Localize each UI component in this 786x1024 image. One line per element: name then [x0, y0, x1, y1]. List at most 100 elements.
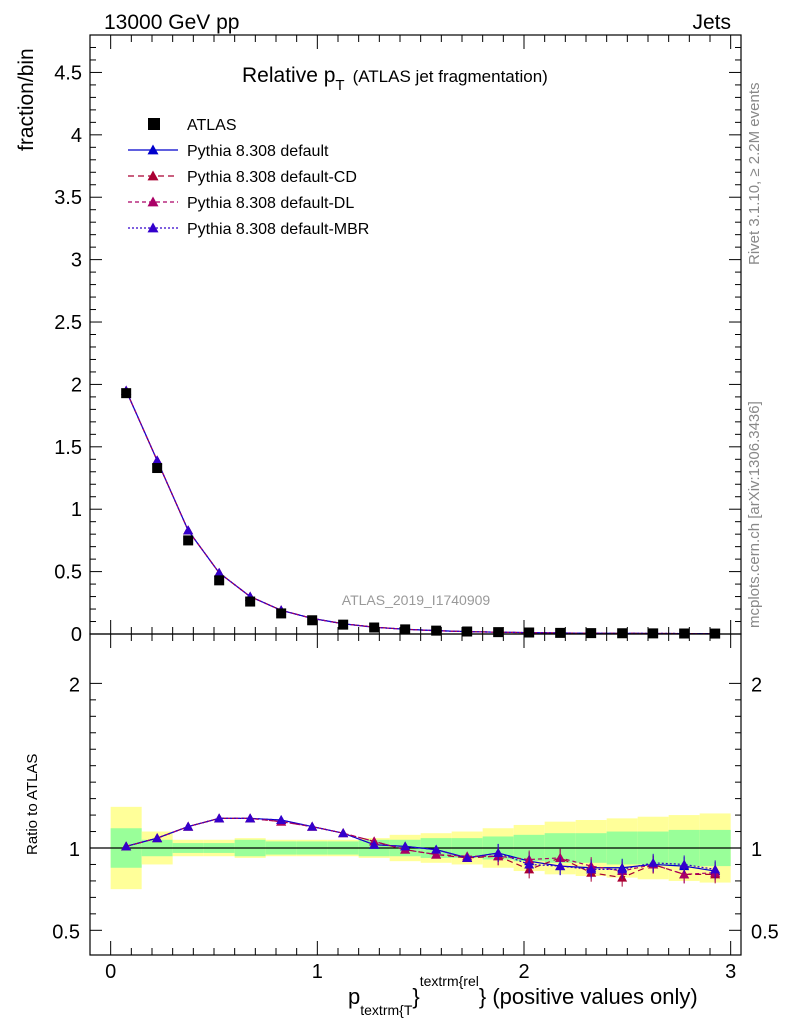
ratio-marker-mbr — [710, 864, 721, 874]
ratio-marker-mbr — [493, 847, 504, 857]
ratio-frame — [89, 633, 742, 956]
rivet-version-label: Rivet 3.1.10, ≥ 2.2M events — [746, 83, 763, 266]
main-ytick-label: 0.5 — [54, 562, 82, 584]
plot-title-main: Relative p — [242, 64, 335, 87]
ratio-ytick-label: 1 — [69, 839, 80, 861]
x-tick-label: 1 — [312, 961, 323, 983]
marker-mbr — [152, 455, 163, 465]
main-ytick-label: 2.5 — [54, 312, 82, 334]
header-process-label: Jets — [692, 11, 731, 34]
main-panel: 0 0.5 1 1.5 2 2.5 3 3.5 4 4.5 fraction/bin Relati… — [15, 34, 742, 646]
mcplots-label: mcplots.cern.ch [arXiv:1306.3436] — [746, 401, 763, 628]
ratio-marker-mbr — [462, 852, 473, 862]
x-axis-label-sub: textrm{T — [360, 1002, 413, 1018]
x-axis-label-brace: } — [412, 984, 419, 1009]
ratio-ytick-label: 0.5 — [52, 921, 80, 943]
ratio-marker-mbr — [121, 841, 132, 851]
main-ytick-label: 3 — [71, 250, 82, 272]
data-point — [648, 628, 659, 639]
data-point — [400, 624, 411, 635]
ratio-marker-mbr — [245, 813, 256, 823]
legend-label-data: ATLAS — [187, 117, 237, 134]
main-ylabel: fraction/bin — [15, 48, 38, 151]
main-ytick-label: 3.5 — [54, 187, 82, 209]
plot-title: Relative pT (ATLAS jet fragmentation) — [242, 64, 548, 94]
ratio-marker-mbr — [679, 859, 690, 869]
ratio-axes: 0.5 0.5 1 1 2 2 0 1 2 3 — [52, 634, 779, 983]
ratio-marker-dl — [431, 849, 442, 859]
legend-label-default: Pythia 8.308 default — [187, 143, 329, 160]
marker-mbr — [214, 567, 225, 577]
ratio-ytick-label-right: 0.5 — [751, 921, 779, 943]
main-ytick-label: 1 — [71, 499, 82, 521]
plot-title-sub: T — [335, 77, 344, 94]
main-ytick-label: 4.5 — [54, 62, 82, 84]
data-point — [214, 575, 225, 586]
ratio-marker-mbr — [369, 839, 380, 849]
ratio-marker-mbr — [152, 833, 163, 843]
ratio-plot-area — [90, 806, 741, 890]
ratio-ytick-label-right: 2 — [751, 674, 762, 696]
data-point — [524, 627, 535, 638]
data-point — [369, 622, 380, 633]
marker-mbr — [183, 525, 194, 535]
legend-marker-data — [148, 118, 160, 130]
ratio-marker-mbr — [648, 857, 659, 867]
data-point — [555, 627, 566, 638]
ratio-marker-mbr — [586, 864, 597, 874]
data-point — [338, 619, 349, 630]
x-axis-label: ptextrm{T}textrm{rel} (positive values o… — [348, 973, 698, 1018]
legend-marker-default — [147, 144, 159, 155]
data-point — [617, 628, 628, 639]
data-point — [152, 463, 163, 474]
analysis-watermark: ATLAS_2019_I1740909 — [342, 592, 491, 608]
legend-label-mbr: Pythia 8.308 default-MBR — [187, 221, 369, 238]
data-point — [462, 626, 473, 637]
data-point — [586, 628, 597, 639]
main-ytick-label: 1.5 — [54, 437, 82, 459]
data-point — [276, 608, 287, 619]
legend-marker-mbr — [147, 222, 159, 233]
ratio-marker-mbr — [214, 813, 225, 823]
ratio-marker-mbr — [183, 821, 194, 831]
ratio-marker-mbr — [307, 821, 318, 831]
main-plot-area — [121, 385, 721, 639]
ratio-ytick-label-right: 1 — [751, 839, 762, 861]
ratio-marker-mbr — [524, 859, 535, 869]
legend-marker-cd — [147, 170, 159, 181]
ratio-ylabel: Ratio to ATLAS — [24, 754, 41, 855]
x-axis-label-sup: textrm{rel — [420, 973, 479, 989]
ratio-marker-mbr — [431, 844, 442, 854]
plot-title-paren: (ATLAS jet fragmentation) — [353, 67, 548, 86]
data-point — [245, 596, 256, 607]
main-ytick-label: 4 — [71, 125, 82, 147]
data-point — [431, 625, 442, 636]
ratio-marker-mbr — [276, 815, 287, 825]
data-point — [183, 535, 194, 546]
legend-label-cd: Pythia 8.308 default-CD — [187, 169, 357, 186]
data-point — [307, 615, 318, 626]
x-axis-label-rest: } (positive values only) — [479, 984, 698, 1009]
main-ytick-label: 2 — [71, 374, 82, 396]
ratio-marker-mbr — [617, 864, 628, 874]
main-ytick-label: 0 — [71, 624, 82, 646]
series-line-mbr — [125, 390, 716, 635]
ratio-line-dl — [126, 817, 716, 875]
data-point — [121, 388, 132, 399]
ratio-marker-mbr — [555, 861, 566, 871]
data-point — [493, 627, 504, 638]
x-tick-label: 0 — [105, 961, 116, 983]
x-tick-label: 3 — [725, 961, 736, 983]
x-tick-label: 2 — [518, 961, 529, 983]
ratio-panel: 0.5 0.5 1 1 2 2 0 1 2 3 Ratio to ATLAS — [24, 633, 779, 983]
ratio-ytick-label: 2 — [69, 674, 80, 696]
legend: ATLAS Pythia 8.308 default Pythia 8.308 de… — [128, 117, 369, 238]
header-energy-label: 13000 GeV pp — [104, 11, 239, 34]
ratio-marker-dl — [679, 869, 690, 879]
ratio-marker-mbr — [400, 841, 411, 851]
main-axes: 0 0.5 1 1.5 2 2.5 3 3.5 4 4.5 — [54, 34, 741, 646]
legend-marker-dl — [147, 196, 159, 207]
x-axis-label-p: p — [348, 984, 360, 1009]
ratio-marker-mbr — [338, 828, 349, 838]
